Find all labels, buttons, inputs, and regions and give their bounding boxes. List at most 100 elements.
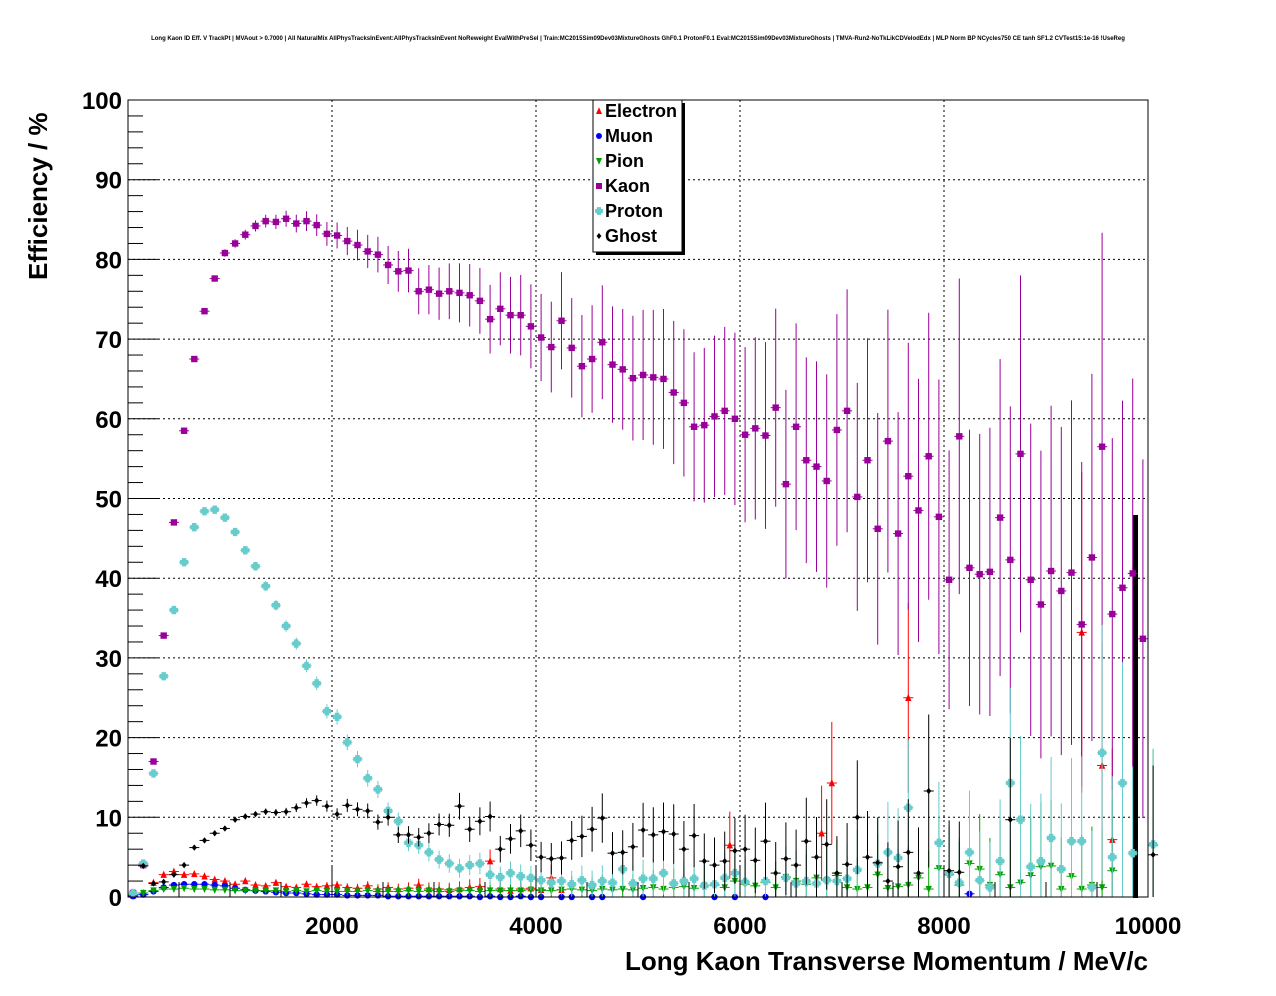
data-point bbox=[435, 888, 443, 896]
data-point bbox=[506, 868, 515, 878]
data-markers bbox=[128, 210, 1159, 901]
data-point bbox=[660, 375, 667, 383]
data-point bbox=[669, 879, 678, 888]
data-point bbox=[1087, 883, 1097, 892]
data-point bbox=[181, 861, 187, 869]
y-tick-label: 10 bbox=[95, 805, 122, 832]
data-point bbox=[803, 838, 809, 845]
page-title: Long Kaon ID Eff. V TrackPt | MVAout > 0… bbox=[151, 36, 1125, 42]
data-point bbox=[272, 878, 280, 886]
data-point bbox=[476, 888, 484, 896]
data-point bbox=[426, 830, 432, 837]
data-point bbox=[282, 882, 290, 890]
data-point bbox=[231, 887, 239, 895]
data-point bbox=[783, 855, 789, 862]
legend-marker-ghost bbox=[596, 233, 602, 239]
data-point bbox=[527, 886, 535, 894]
data-point bbox=[701, 421, 708, 429]
data-point bbox=[630, 843, 636, 850]
series-kaon bbox=[128, 210, 1148, 897]
data-point bbox=[456, 802, 463, 810]
data-point bbox=[864, 853, 871, 861]
data-point bbox=[599, 814, 605, 822]
data-point bbox=[516, 872, 525, 881]
data-point bbox=[507, 311, 514, 319]
data-point bbox=[1139, 635, 1147, 642]
data-point bbox=[303, 880, 310, 888]
data-point bbox=[905, 849, 911, 856]
data-point bbox=[1097, 748, 1107, 757]
data-point bbox=[793, 861, 799, 869]
data-point bbox=[1047, 567, 1055, 575]
data-point bbox=[497, 305, 504, 313]
data-point bbox=[813, 853, 820, 861]
data-point bbox=[1077, 837, 1086, 846]
data-point bbox=[322, 707, 332, 716]
data-point bbox=[608, 878, 617, 887]
data-point bbox=[272, 887, 280, 895]
data-point bbox=[577, 876, 587, 885]
data-point bbox=[874, 525, 881, 532]
data-point bbox=[170, 519, 178, 526]
data-point bbox=[263, 808, 269, 815]
data-point bbox=[292, 639, 301, 648]
data-point bbox=[659, 868, 668, 878]
data-point bbox=[179, 558, 189, 567]
data-point bbox=[828, 779, 835, 787]
data-point bbox=[140, 862, 146, 870]
data-point bbox=[333, 888, 341, 896]
data-point bbox=[200, 507, 209, 516]
data-point bbox=[587, 880, 597, 890]
data-point bbox=[273, 809, 279, 816]
data-point bbox=[252, 222, 259, 230]
data-point bbox=[1118, 778, 1127, 788]
data-point bbox=[1058, 587, 1065, 595]
x-tick-label: 4000 bbox=[509, 913, 562, 940]
data-point bbox=[323, 888, 331, 896]
data-point bbox=[313, 221, 320, 229]
data-point bbox=[477, 818, 483, 825]
data-point bbox=[966, 564, 973, 572]
y-tick-label: 60 bbox=[95, 407, 122, 434]
legend-label-ghost: Ghost bbox=[605, 226, 657, 246]
data-point bbox=[660, 828, 667, 835]
data-point bbox=[212, 830, 218, 837]
data-point bbox=[526, 873, 536, 883]
data-point bbox=[579, 833, 585, 840]
data-point bbox=[823, 477, 830, 485]
data-point bbox=[191, 869, 198, 878]
data-point bbox=[405, 267, 412, 274]
data-point bbox=[628, 879, 638, 888]
data-point bbox=[416, 834, 422, 841]
data-point bbox=[262, 881, 269, 890]
data-point bbox=[1046, 833, 1056, 843]
data-point bbox=[171, 871, 177, 878]
x-tick-label: 10000 bbox=[1115, 913, 1182, 940]
data-point bbox=[975, 876, 984, 885]
data-point bbox=[302, 661, 311, 671]
data-point bbox=[425, 286, 433, 293]
data-point bbox=[1007, 556, 1014, 564]
data-point bbox=[824, 841, 830, 848]
data-point bbox=[670, 389, 677, 396]
data-point bbox=[332, 712, 342, 722]
data-point bbox=[934, 838, 944, 847]
data-point bbox=[436, 821, 442, 828]
data-point bbox=[242, 887, 249, 895]
legend-label-muon: Muon bbox=[605, 126, 653, 146]
data-point bbox=[1068, 569, 1075, 576]
x-tick-labels: 2000 4000 6000 8000 10000 bbox=[305, 913, 1181, 940]
data-point bbox=[170, 885, 178, 894]
data-point bbox=[466, 887, 473, 895]
data-point bbox=[446, 888, 453, 896]
data-point bbox=[558, 854, 565, 862]
y-tick-label: 100 bbox=[82, 88, 122, 115]
y-tick-labels: 0 10 20 30 40 50 60 70 80 90 100 bbox=[82, 88, 122, 912]
data-point bbox=[201, 308, 208, 315]
data-point bbox=[272, 218, 280, 226]
data-point bbox=[221, 877, 229, 885]
data-point bbox=[679, 876, 689, 886]
data-point bbox=[364, 887, 371, 895]
data-point bbox=[191, 885, 198, 894]
data-point bbox=[128, 888, 138, 898]
